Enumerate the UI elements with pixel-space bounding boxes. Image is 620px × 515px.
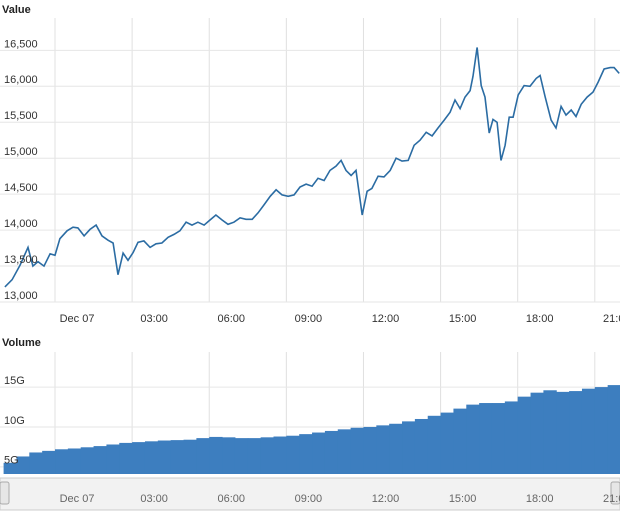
y-tick-label: 13,000 <box>4 290 38 302</box>
volume-bar <box>234 438 249 474</box>
y-tick-label: 16,000 <box>4 74 38 86</box>
volume-bar <box>67 448 82 474</box>
y-tick-label: 15,500 <box>4 110 38 122</box>
x-tick-label: 15:00 <box>449 313 477 325</box>
volume-bar <box>337 429 352 474</box>
navigator[interactable] <box>0 477 620 511</box>
x-tick-label: 03:00 <box>140 313 168 325</box>
volume-bar <box>299 434 313 474</box>
volume-bar <box>93 446 107 474</box>
volume-bar <box>55 449 69 474</box>
volume-bar <box>16 456 30 474</box>
volume-bar <box>504 401 519 474</box>
value-line <box>4 47 620 288</box>
y-tick-label: 15G <box>4 375 25 387</box>
volume-bar <box>209 436 223 474</box>
volume-bar <box>607 385 620 474</box>
volume-bar <box>466 404 480 474</box>
navigator-handle[interactable] <box>0 481 10 505</box>
volume-bar <box>119 442 133 474</box>
volume-bar <box>427 415 442 474</box>
volume-bar <box>491 403 506 474</box>
y-tick-label: 14,000 <box>4 218 38 230</box>
volume-bar <box>273 436 287 474</box>
volume-bar <box>29 452 43 474</box>
navigator-handle[interactable] <box>610 481 620 505</box>
volume-bar <box>183 439 197 474</box>
y-tick-label: 10G <box>4 415 25 427</box>
y-tick-label: 14,500 <box>4 182 38 194</box>
volume-bar <box>479 403 493 474</box>
volume-bar <box>350 427 364 474</box>
x-tick-label: 09:00 <box>295 313 323 325</box>
volume-bar <box>312 432 326 474</box>
volume-bar <box>440 412 454 474</box>
volume-bar <box>106 444 120 474</box>
panel-title: Volume <box>2 337 41 349</box>
y-tick-label: 5G <box>4 455 19 467</box>
volume-bar <box>569 391 583 474</box>
volume-bar <box>581 388 596 474</box>
volume-bar <box>556 391 570 474</box>
volume-bar <box>260 437 274 474</box>
volume-bar <box>132 442 146 474</box>
y-tick-label: 15,000 <box>4 146 38 158</box>
volume-bar <box>3 462 17 474</box>
volume-bar <box>530 392 544 474</box>
volume-bar <box>286 435 300 474</box>
volume-bar <box>389 423 403 474</box>
volume-bar <box>517 396 532 474</box>
volume-bar <box>376 425 390 474</box>
x-tick-label: 18:00 <box>526 313 554 325</box>
y-tick-label: 16,500 <box>4 38 38 50</box>
navigator-label: 21:00 <box>603 493 620 505</box>
volume-bar <box>543 390 557 474</box>
volume-bar <box>247 438 262 474</box>
x-tick-label: 06:00 <box>217 313 245 325</box>
volume-bar <box>363 426 377 474</box>
navigator-label: Dec 07 <box>60 493 95 505</box>
navigator-label: 09:00 <box>295 493 323 505</box>
navigator-label: 18:00 <box>526 493 554 505</box>
volume-bar <box>42 450 56 474</box>
volume-bar <box>414 418 429 474</box>
volume-bar <box>594 387 609 474</box>
volume-bar <box>80 447 95 474</box>
x-tick-label: 12:00 <box>372 313 400 325</box>
volume-bar <box>157 440 172 474</box>
navigator-label: 03:00 <box>140 493 168 505</box>
navigator-label: 12:00 <box>372 493 400 505</box>
volume-bar <box>196 438 210 474</box>
volume-bar <box>402 421 416 474</box>
volume-bar <box>222 437 236 474</box>
navigator-label: 15:00 <box>449 493 477 505</box>
panel-title: Value <box>2 4 31 16</box>
x-tick-label: 21:00 <box>603 313 620 325</box>
volume-bar <box>144 441 159 474</box>
y-tick-label: 13,500 <box>4 254 38 266</box>
x-tick-label: Dec 07 <box>60 313 95 325</box>
volume-bar <box>453 408 467 474</box>
navigator-label: 06:00 <box>217 493 245 505</box>
volume-bar <box>170 440 185 474</box>
volume-bar <box>324 430 339 474</box>
